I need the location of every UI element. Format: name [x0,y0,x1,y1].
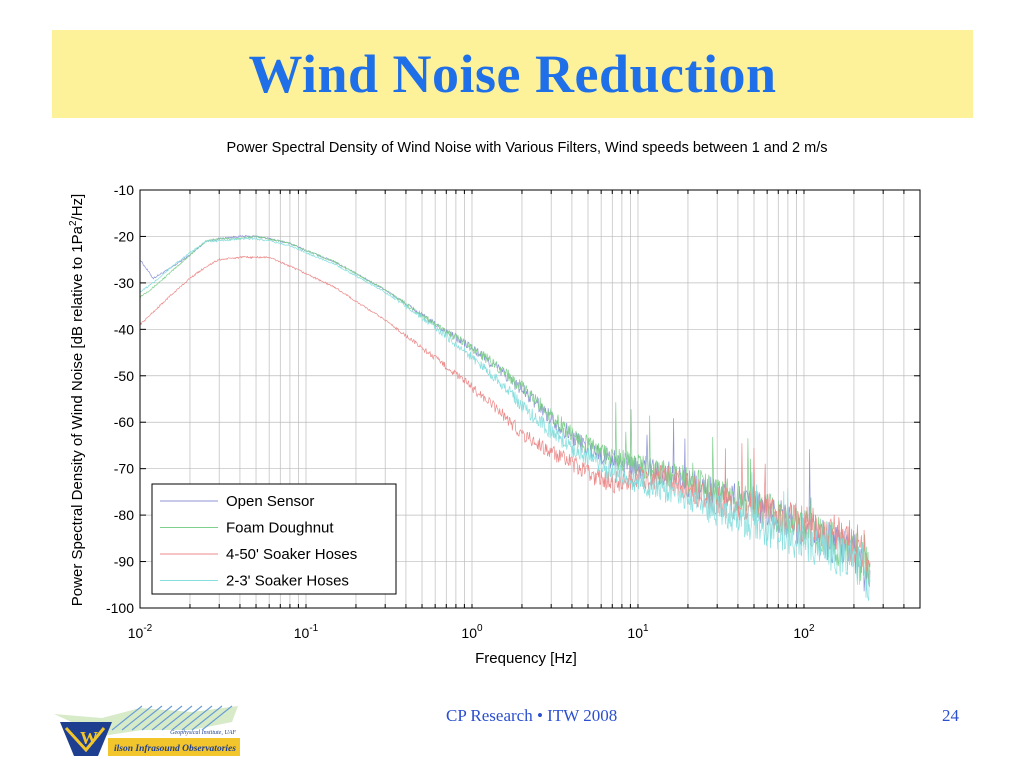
chart-title: Power Spectral Density of Wind Noise wit… [227,140,828,156]
title-band: Wind Noise Reduction [52,30,973,118]
x-tick-label: 102 [793,623,815,641]
y-tick-label: -40 [114,321,134,337]
chart-ticks: -10 -20 -30 -40 -50 -60 -70 -80 -90 -100 10-2 10-1 1… [106,182,921,641]
x-tick-label: 10-1 [294,623,319,641]
y-tick-label: -10 [114,182,134,198]
logo-text-top: Geophysical Institute, UAF [170,730,236,736]
wilson-observatories-logo: W Geophysical Institute, UAF ilson Infra… [54,705,240,756]
y-axis-label-main: Power Spectral Density of Wind Noise [dB… [69,225,86,606]
series-line [139,237,871,601]
series-line [139,235,871,586]
y-tick-label: -60 [114,414,134,430]
x-tick-label: 101 [627,623,649,641]
legend-box [151,483,397,595]
y-tick-label: -100 [106,600,134,616]
y-axis-label-sup: 2 [68,220,79,226]
y-tick-label: -20 [114,228,134,244]
y-tick-label: -30 [114,275,134,291]
logo-letter: W [80,728,98,748]
x-axis-label: Frequency [Hz] [475,650,577,667]
chart-legend: Open Sensor Foam Doughnut 4-50' Soaker Hos… [151,483,397,595]
legend-entry: 2-3' Soaker Hoses [226,573,349,590]
slide-title: Wind Noise Reduction [248,44,777,104]
page-number: 24 [942,706,959,725]
x-tick-label: 100 [461,623,483,641]
logo-text-bottom: ilson Infrasound Observatories [114,744,236,754]
y-tick-label: -70 [114,461,134,477]
plot-frame [139,189,921,609]
series-line [139,234,871,592]
legend-entry: 4-50' Soaker Hoses [226,546,357,563]
x-tick-label: 10-2 [128,623,153,641]
y-axis-label-end: /Hz] [69,194,86,221]
legend-entry: Foam Doughnut [226,520,334,537]
chart-series [139,234,871,601]
footer-center-text: CP Research • ITW 2008 [446,706,618,725]
y-tick-label: -50 [114,368,134,384]
y-axis-label: Power Spectral Density of Wind Noise [dB… [68,194,86,606]
legend-entry: Open Sensor [226,493,314,510]
y-tick-label: -80 [114,507,134,523]
y-tick-label: -90 [114,554,134,570]
